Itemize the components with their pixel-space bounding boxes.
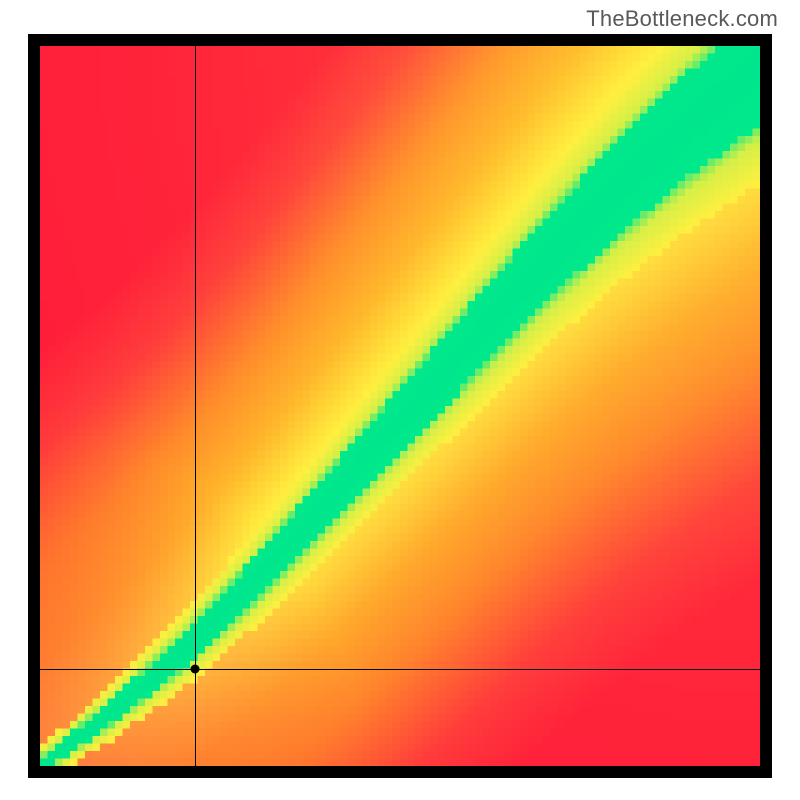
chart-outer-frame <box>28 34 772 778</box>
heatmap-canvas <box>40 46 760 766</box>
crosshair-marker-dot <box>190 664 199 673</box>
crosshair-horizontal-line <box>40 669 760 670</box>
crosshair-vertical-line <box>195 46 196 766</box>
heatmap-plot-area <box>40 46 760 766</box>
watermark-text: TheBottleneck.com <box>586 6 778 32</box>
